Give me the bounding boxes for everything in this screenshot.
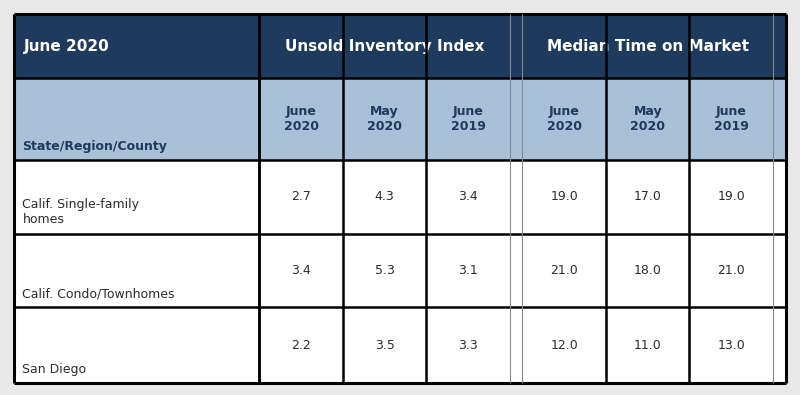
Text: June
2019: June 2019 <box>450 105 486 133</box>
Text: June 2020: June 2020 <box>24 39 110 54</box>
Text: 13.0: 13.0 <box>718 339 745 352</box>
Text: Calif. Condo/Townhomes: Calif. Condo/Townhomes <box>22 287 175 300</box>
Bar <box>522 14 773 79</box>
Text: San Diego: San Diego <box>22 363 86 376</box>
Text: 19.0: 19.0 <box>550 190 578 203</box>
Text: June
2020: June 2020 <box>284 105 318 133</box>
Text: State/Region/County: State/Region/County <box>22 139 167 152</box>
Text: Unsold Inventory Index: Unsold Inventory Index <box>285 39 484 54</box>
Text: June
2020: June 2020 <box>546 105 582 133</box>
Bar <box>773 14 786 79</box>
Bar <box>14 160 786 233</box>
Text: 3.4: 3.4 <box>291 264 311 277</box>
Text: 5.3: 5.3 <box>374 264 394 277</box>
Bar <box>510 14 522 79</box>
Bar <box>14 307 786 383</box>
Bar <box>14 233 786 307</box>
Text: 17.0: 17.0 <box>634 190 662 203</box>
Text: June
2019: June 2019 <box>714 105 749 133</box>
Text: Calif. Single-family
homes: Calif. Single-family homes <box>22 198 139 226</box>
Text: 12.0: 12.0 <box>550 339 578 352</box>
Text: May
2020: May 2020 <box>630 105 665 133</box>
Text: 18.0: 18.0 <box>634 264 662 277</box>
Text: May
2020: May 2020 <box>367 105 402 133</box>
Text: 11.0: 11.0 <box>634 339 662 352</box>
Text: 19.0: 19.0 <box>718 190 745 203</box>
Text: Median Time on Market: Median Time on Market <box>546 39 749 54</box>
Text: 3.1: 3.1 <box>458 264 478 277</box>
Text: 3.3: 3.3 <box>458 339 478 352</box>
Text: 21.0: 21.0 <box>550 264 578 277</box>
Text: 2.2: 2.2 <box>291 339 311 352</box>
Bar <box>259 14 510 79</box>
Text: 2.7: 2.7 <box>291 190 311 203</box>
Bar <box>14 79 786 160</box>
Text: 3.5: 3.5 <box>374 339 394 352</box>
Text: 21.0: 21.0 <box>718 264 745 277</box>
Text: 4.3: 4.3 <box>374 190 394 203</box>
Text: 3.4: 3.4 <box>458 190 478 203</box>
Bar <box>14 14 259 79</box>
